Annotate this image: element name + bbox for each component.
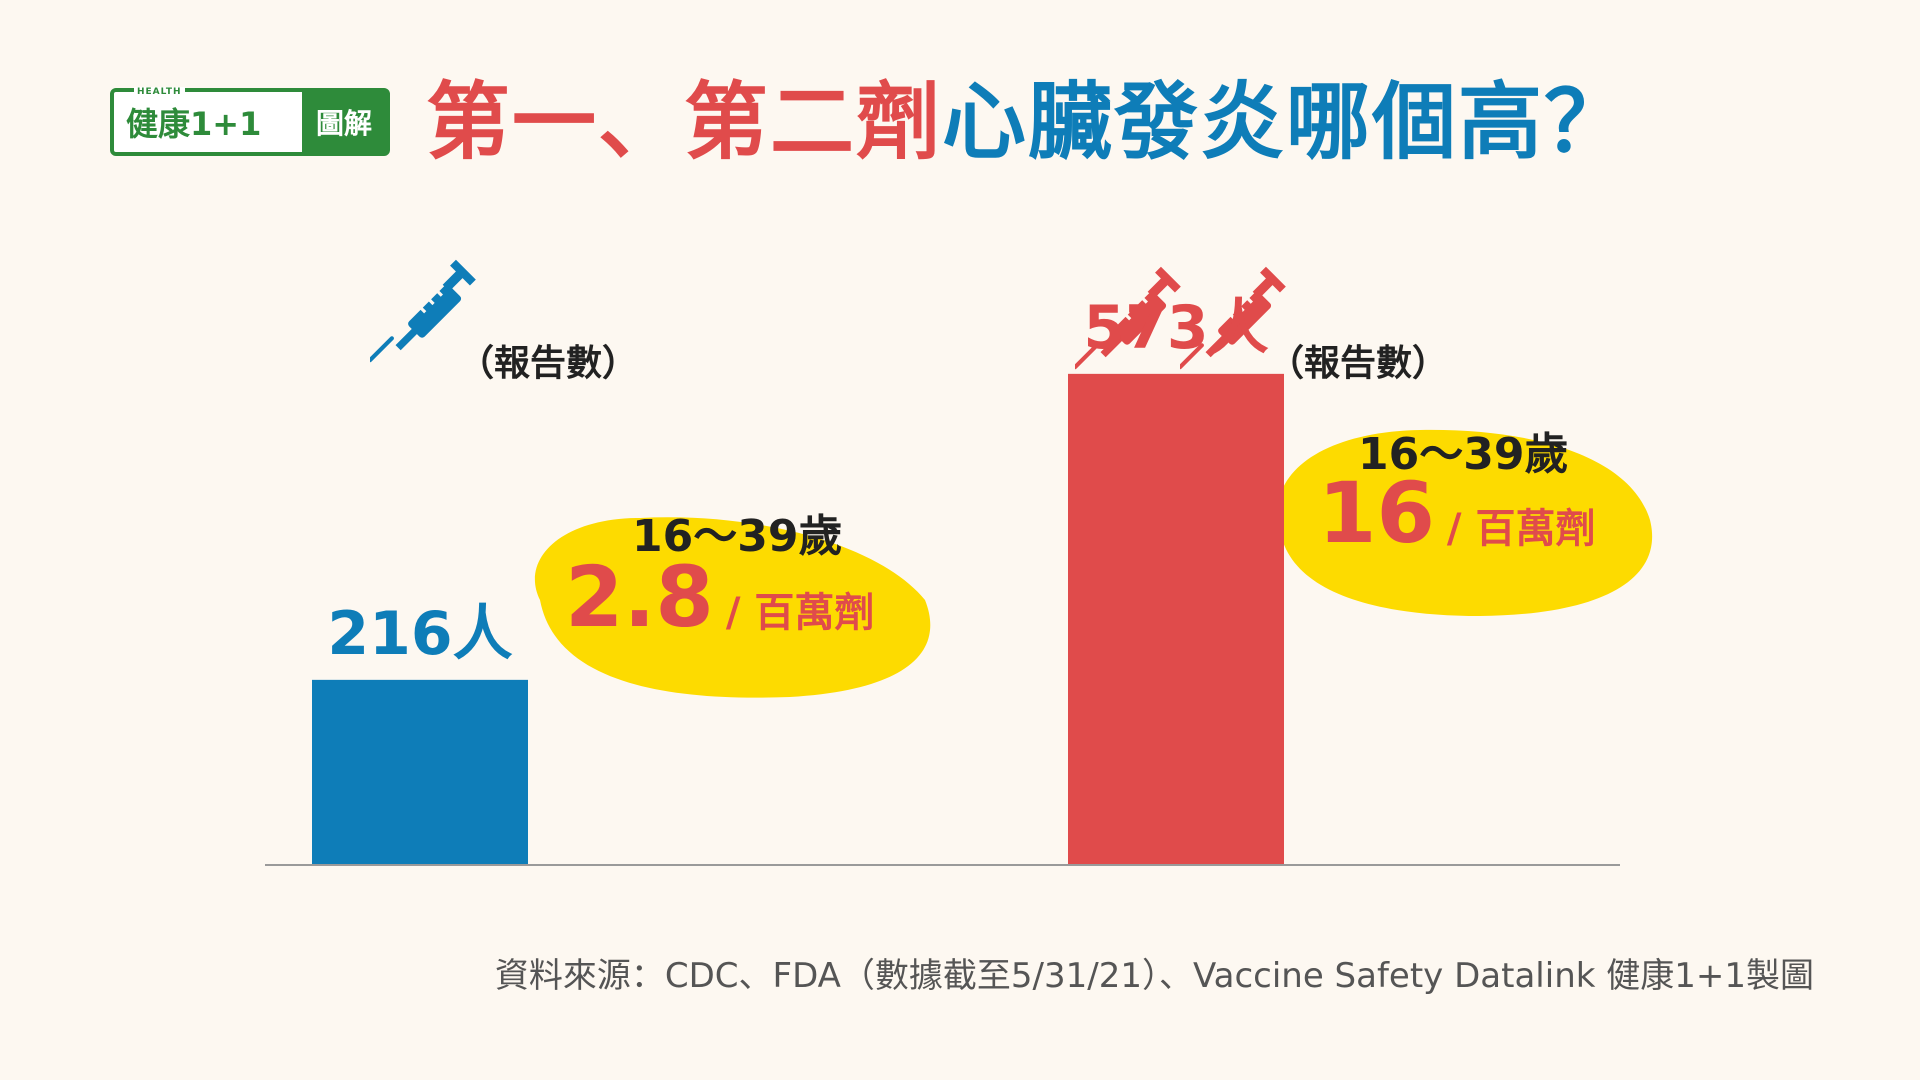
rate-unit: / 百萬劑 <box>1446 506 1596 552</box>
bar-value-label-dose-1: 216人 <box>327 598 513 669</box>
brand-logo: HEALTH 健康1+1 圖解 <box>110 87 390 156</box>
report-count-label-dose-2: （報告數） <box>1268 343 1449 384</box>
report-count-label-dose-1: （報告數） <box>458 343 639 384</box>
age-group-label-dose-1: 16～39歲 <box>632 511 843 562</box>
highlight-bubble <box>1277 429 1653 616</box>
logo-sub-text: 圖解 <box>301 92 386 152</box>
age-group-label-dose-2: 16～39歲 <box>1358 429 1569 480</box>
page-title: 第一、第二劑心臟發炎哪個高？ <box>426 72 1630 173</box>
rate-unit: / 百萬劑 <box>725 590 875 636</box>
source-note: 資料來源：CDC、FDA（數據截至5/31/21）、Vaccine Safety… <box>494 956 1814 996</box>
title-blue-part: 心臟發炎哪個高？ <box>942 73 1631 171</box>
bar-value-label-dose-2: 573人 <box>1083 292 1269 363</box>
logo-health-text: HEALTH <box>134 87 185 97</box>
myocarditis-rate-dose-2: 16/ 百萬劑 <box>1318 464 1595 562</box>
highlight-bubble <box>534 517 931 698</box>
title-red-part: 第一、第二劑 <box>426 73 943 171</box>
rate-value: 2.8 <box>565 548 714 646</box>
logo-main-text: 健康1+1 <box>126 105 262 143</box>
bar-dose-1 <box>312 679 528 865</box>
rate-value: 16 <box>1318 464 1435 562</box>
bar-dose-2 <box>1068 373 1284 865</box>
myocarditis-rate-dose-1: 2.8/ 百萬劑 <box>565 548 874 646</box>
